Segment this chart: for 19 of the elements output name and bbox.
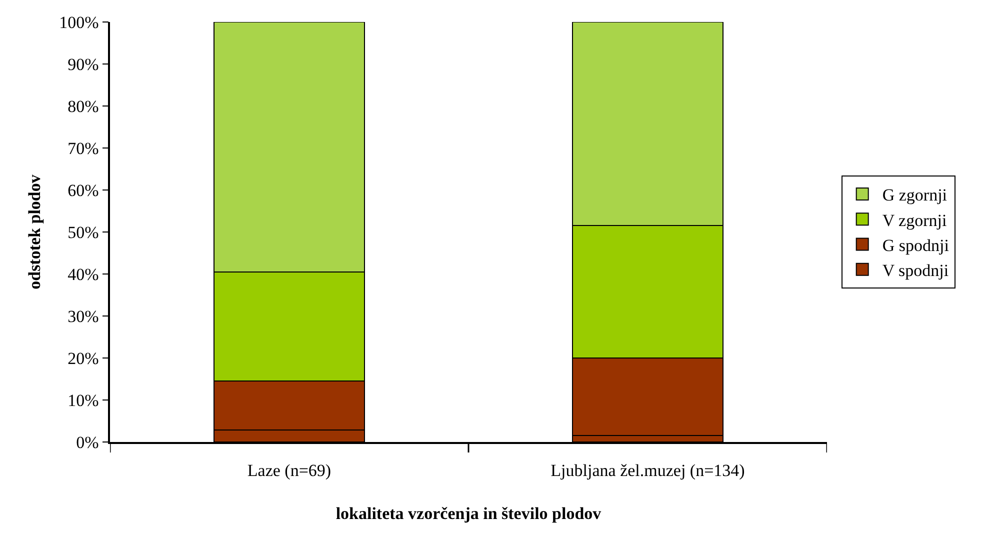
y-axis-title: odstotek plodov bbox=[25, 174, 44, 290]
y-tick-label: 0% bbox=[76, 432, 99, 452]
legend-label: G spodnji bbox=[882, 236, 950, 255]
x-tick-label: Laze (n=69) bbox=[247, 461, 332, 480]
y-tick-label: 30% bbox=[68, 306, 99, 326]
y-tick-label: 10% bbox=[68, 390, 99, 410]
y-tick-label: 70% bbox=[68, 138, 99, 158]
y-tick-label: 100% bbox=[59, 12, 99, 32]
x-tick-label: Ljubljana žel.muzej (n=134) bbox=[550, 461, 745, 480]
legend-label: G zgornji bbox=[882, 186, 948, 205]
legend-label: V spodnji bbox=[882, 260, 949, 280]
y-tick-label: 60% bbox=[68, 180, 99, 200]
y-tick-label: 90% bbox=[68, 54, 99, 74]
y-tick-label: 80% bbox=[68, 96, 99, 116]
x-axis-title: lokaliteta vzorčenja in število plodov bbox=[336, 504, 602, 524]
legend-label: V zgornji bbox=[882, 210, 947, 230]
y-tick-label: 20% bbox=[68, 348, 99, 368]
y-tick-label: 40% bbox=[68, 264, 99, 284]
y-tick-label: 50% bbox=[68, 222, 99, 242]
